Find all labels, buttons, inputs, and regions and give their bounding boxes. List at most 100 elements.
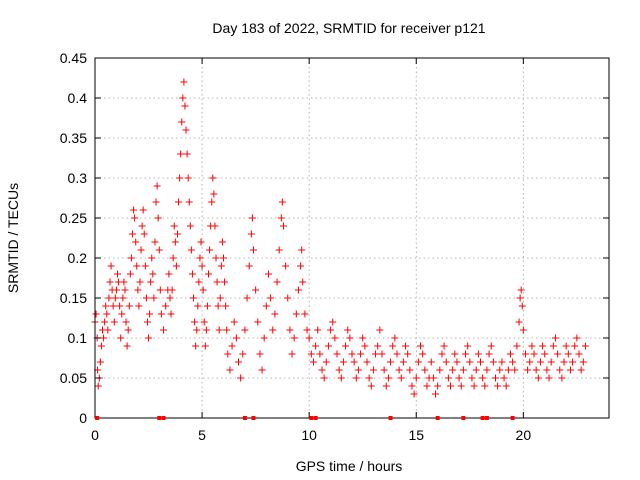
data-point <box>118 310 126 318</box>
data-point <box>121 286 129 294</box>
data-point <box>489 358 497 366</box>
data-point <box>436 366 444 374</box>
data-point <box>483 366 491 374</box>
data-point <box>132 238 140 246</box>
y-tick-label: 0.05 <box>60 370 87 386</box>
y-tick-label: 0.4 <box>68 90 88 106</box>
data-point <box>498 358 506 366</box>
data-point <box>220 254 227 262</box>
data-point <box>577 366 585 374</box>
data-point <box>216 294 224 302</box>
data-point <box>516 294 524 302</box>
data-point <box>384 374 392 382</box>
x-axis-ticks: 0 5 10 15 20 <box>91 58 531 443</box>
data-point <box>472 366 480 374</box>
data-point <box>359 334 367 342</box>
data-point <box>573 334 581 342</box>
data-point <box>256 350 264 358</box>
data-point <box>558 374 566 382</box>
data-point <box>481 382 489 390</box>
baseline-marker <box>435 416 440 420</box>
data-point <box>199 286 207 294</box>
baseline-marker <box>480 416 485 420</box>
data-point <box>387 358 395 366</box>
data-point <box>423 382 431 390</box>
data-point <box>186 222 194 230</box>
data-point <box>209 174 217 182</box>
baseline-marker <box>484 416 489 420</box>
data-point <box>464 342 472 350</box>
data-point <box>111 294 119 302</box>
baseline-marker <box>313 416 318 420</box>
data-point <box>534 374 542 382</box>
data-point <box>286 326 294 334</box>
data-point <box>211 222 219 230</box>
data-point <box>395 366 403 374</box>
data-point <box>196 254 204 262</box>
data-point <box>232 334 240 342</box>
data-point <box>119 294 127 302</box>
data-point <box>292 310 300 318</box>
data-point <box>474 350 482 358</box>
baseline-marker <box>251 416 256 420</box>
baseline-marker <box>242 416 247 420</box>
data-point <box>410 390 418 398</box>
data-point <box>249 246 257 254</box>
data-point <box>316 350 324 358</box>
data-point <box>110 318 118 326</box>
data-point <box>288 350 296 358</box>
data-point <box>491 374 499 382</box>
data-point <box>421 366 429 374</box>
data-point <box>215 326 223 334</box>
data-point <box>140 230 148 238</box>
data-point <box>298 246 306 254</box>
data-point <box>312 342 320 350</box>
data-point <box>176 174 184 182</box>
data-point <box>305 334 313 342</box>
data-point <box>184 174 192 182</box>
data-point <box>156 286 164 294</box>
data-point <box>528 342 536 350</box>
data-point <box>130 206 138 214</box>
data-point <box>109 302 117 310</box>
baseline-marker <box>388 416 393 420</box>
baseline-marker <box>161 416 166 420</box>
data-point <box>369 366 377 374</box>
data-point <box>128 230 136 238</box>
data-point <box>404 350 412 358</box>
data-point <box>547 358 555 366</box>
data-point <box>258 366 266 374</box>
data-point <box>169 254 177 262</box>
data-point <box>380 366 388 374</box>
data-point <box>348 350 356 358</box>
y-axis-label: SRMTID / TECUs <box>5 183 21 293</box>
data-point <box>518 302 526 310</box>
data-point <box>466 358 474 366</box>
data-point <box>301 310 309 318</box>
data-point <box>282 262 290 270</box>
data-point <box>165 270 173 278</box>
plot-frame <box>94 57 610 419</box>
data-point <box>126 270 134 278</box>
data-point <box>138 222 146 230</box>
data-point <box>459 366 467 374</box>
x-tick-label: 15 <box>408 427 424 443</box>
data-point <box>213 278 221 286</box>
data-point <box>327 326 335 334</box>
data-point <box>205 270 213 278</box>
data-point <box>122 318 130 326</box>
data-point <box>389 342 397 350</box>
data-point <box>147 278 155 286</box>
data-point <box>444 374 452 382</box>
data-point <box>566 366 574 374</box>
data-point <box>470 382 478 390</box>
data-point <box>222 302 230 310</box>
data-point <box>554 350 562 358</box>
data-point <box>333 350 341 358</box>
data-point <box>210 190 218 198</box>
data-point <box>579 358 587 366</box>
data-point <box>434 382 442 390</box>
data-point <box>453 358 461 366</box>
data-point <box>500 374 508 382</box>
data-point <box>187 246 195 254</box>
